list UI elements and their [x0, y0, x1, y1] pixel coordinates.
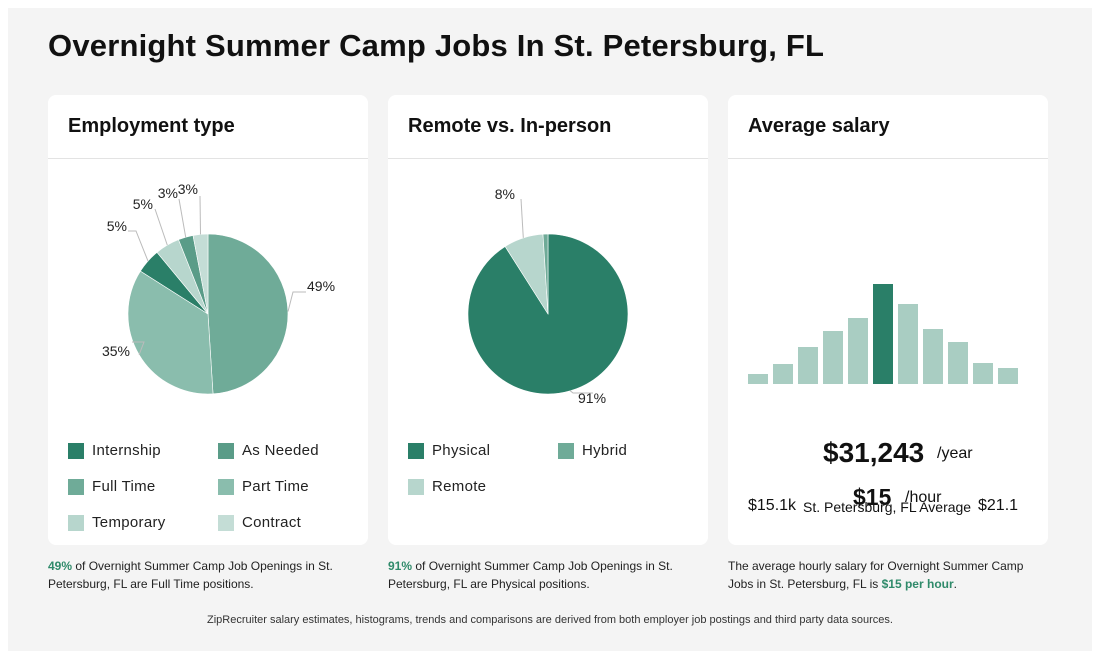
caption-highlight: 49% — [48, 559, 73, 573]
hourly-salary-value: $15 — [853, 484, 892, 510]
pie-slice-hybrid — [542, 233, 549, 315]
legend-swatch — [218, 442, 234, 459]
pie-leader-line — [132, 341, 145, 355]
legend-full-time: Full Time — [68, 478, 156, 495]
pie-label-part-time: 35% — [102, 343, 130, 359]
card-divider — [388, 158, 708, 159]
employment-caption: 49% of Overnight Summer Camp Job Opening… — [48, 557, 348, 593]
remote-vs-inperson-pie: 91% 8% — [467, 186, 629, 406]
caption-text: of Overnight Summer Camp Job Openings in… — [388, 559, 673, 591]
histogram-bar — [923, 329, 943, 384]
legend-label: Temporary — [92, 514, 166, 531]
remote-vs-inperson-title: Remote vs. In-person — [408, 115, 612, 137]
histogram-bar — [823, 331, 843, 384]
pie-leader-line — [287, 291, 306, 312]
legend-label: Internship — [92, 442, 161, 459]
hourly-unit: /hour — [905, 489, 942, 506]
legend-internship: Internship — [68, 442, 161, 459]
legend-swatch — [218, 514, 234, 531]
pie-leader-line — [569, 390, 593, 394]
legend-label: Part Time — [242, 478, 309, 495]
pie-slice-full-time — [207, 233, 289, 395]
pie-leader-line — [154, 208, 168, 246]
remote-caption: 91% of Overnight Summer Camp Job Opening… — [388, 557, 688, 593]
histogram-bar — [973, 363, 993, 384]
legend-part-time: Part Time — [218, 478, 309, 495]
salary-average-label: St. Petersburg, FL Average — [803, 499, 972, 515]
pie-slice-part-time — [127, 270, 214, 395]
yearly-unit: /year — [937, 445, 973, 462]
pie-label-temporary: 5% — [133, 196, 153, 212]
pie-leader-line — [178, 198, 187, 238]
legend-swatch — [218, 478, 234, 495]
legend-swatch — [408, 442, 424, 459]
legend-label: As Needed — [242, 442, 319, 459]
pie-leader-line — [520, 198, 524, 238]
histogram-bar — [948, 342, 968, 384]
pie-label-internship: 5% — [107, 218, 127, 234]
legend-contract: Contract — [218, 514, 301, 531]
salary-min-label: $15.1k — [748, 497, 797, 514]
caption-text: of Overnight Summer Camp Job Openings in… — [48, 559, 333, 591]
pie-label-physical: 91% — [578, 390, 606, 406]
legend-physical: Physical — [408, 442, 490, 459]
average-salary-card: Average salary $15.1k St. Petersburg, FL… — [728, 95, 1048, 545]
employment-type-pie: 49% 35% 5% 5% 3% 3% — [102, 181, 335, 395]
legend-swatch — [408, 478, 424, 495]
pie-label-contract: 3% — [178, 181, 198, 197]
legend-label: Contract — [242, 514, 302, 531]
caption-highlight: 91% — [388, 559, 413, 573]
salary-max-label: $21.1 — [978, 497, 1019, 514]
pie-label-as-needed: 3% — [158, 185, 178, 201]
legend-label: Remote — [432, 478, 487, 495]
legend-label: Full Time — [92, 478, 156, 495]
histogram-bar — [798, 347, 818, 384]
histogram-bar — [848, 318, 868, 384]
histogram-bar — [898, 304, 918, 384]
histogram-bar — [998, 368, 1018, 384]
legend-as-needed: As Needed — [218, 442, 319, 459]
salary-histogram — [748, 284, 1018, 384]
page-title: Overnight Summer Camp Jobs In St. Peters… — [48, 28, 825, 63]
pie-leader-line — [199, 195, 201, 235]
histogram-bar — [748, 374, 768, 384]
card-divider — [728, 158, 1048, 159]
average-salary-title: Average salary — [748, 115, 890, 137]
remote-vs-inperson-card: Remote vs. In-person 91% 8% Physical Hybr… — [388, 95, 708, 545]
histogram-bar-average — [873, 284, 893, 384]
pie-leader-line — [128, 230, 149, 262]
caption-end: . — [953, 577, 957, 591]
legend-label: Physical — [432, 442, 491, 459]
legend-remote: Remote — [408, 478, 486, 495]
salary-caption: The average hourly salary for Overnight … — [728, 557, 1028, 593]
legend-hybrid: Hybrid — [558, 442, 627, 459]
legend-swatch — [558, 442, 574, 459]
legend-label: Hybrid — [582, 442, 628, 459]
caption-text: The average hourly salary for Overnight … — [728, 559, 1024, 591]
card-divider — [48, 158, 368, 159]
caption-highlight: $15 per hour — [881, 577, 954, 591]
legend-swatch — [68, 478, 84, 495]
pie-label-full-time: 49% — [307, 278, 335, 294]
legend-temporary: Temporary — [68, 514, 166, 531]
employment-type-card: Employment type 49% 35% 5% 5% 3% 3% Internshi… — [48, 95, 368, 545]
legend-swatch — [68, 514, 84, 531]
histogram-bar — [773, 364, 793, 384]
yearly-salary-value: $31,243 — [823, 437, 925, 468]
employment-type-title: Employment type — [68, 115, 235, 137]
pie-label-remote: 8% — [495, 186, 515, 202]
footer-disclaimer: ZipRecruiter salary estimates, histogram… — [207, 614, 893, 626]
legend-swatch — [68, 442, 84, 459]
